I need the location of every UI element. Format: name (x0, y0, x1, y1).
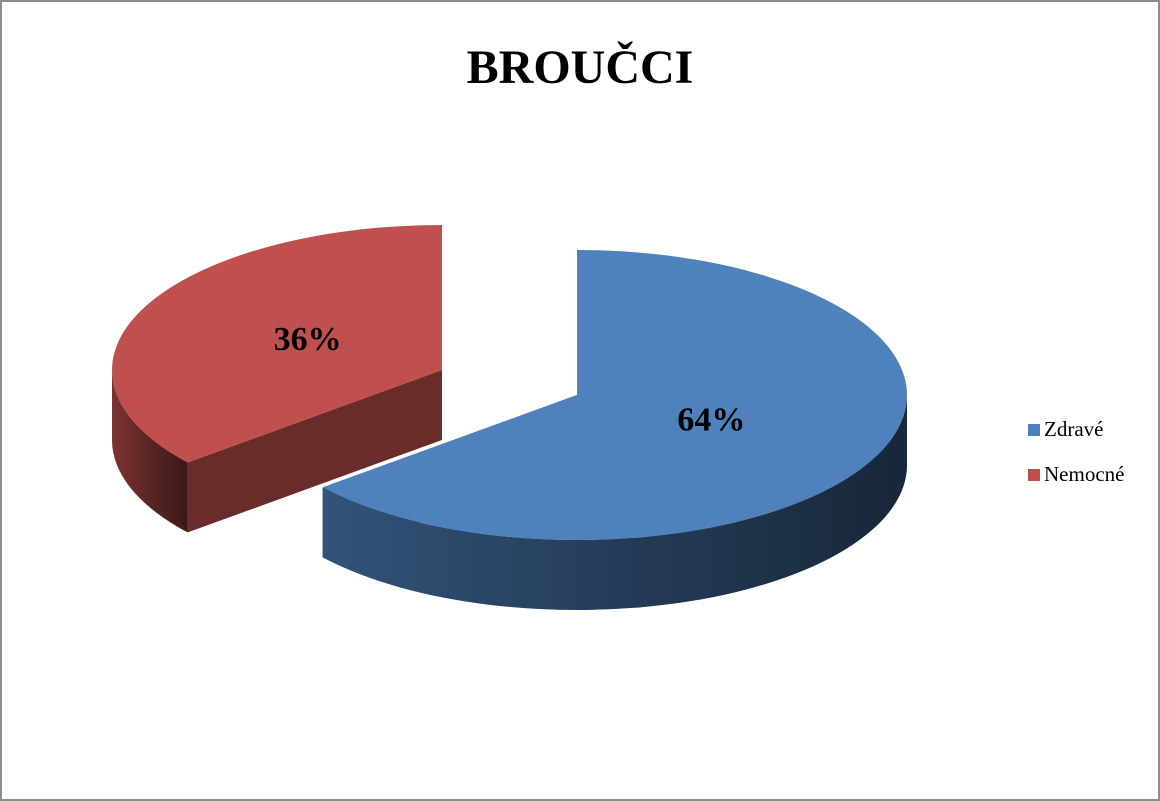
chart-title: BROUČCI (467, 40, 694, 94)
slice-side (187, 370, 442, 533)
legend-swatch (1028, 424, 1040, 436)
legend-label: Zdravé (1044, 417, 1103, 441)
data-label: 64% (677, 402, 745, 439)
legend-label: Nemocné (1044, 462, 1124, 486)
data-label: 36% (274, 321, 342, 358)
legend-swatch (1028, 469, 1040, 481)
slice-side-shade (322, 395, 908, 610)
slice-side-shade (112, 370, 188, 533)
pie-slice (111, 225, 442, 463)
pie-slice (322, 250, 908, 540)
